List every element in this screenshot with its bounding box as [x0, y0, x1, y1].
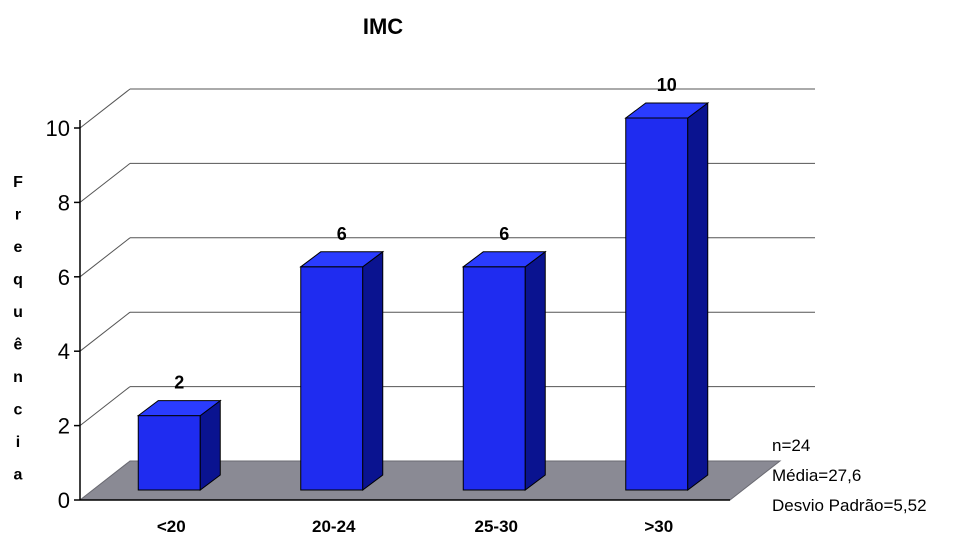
gridline-depth	[79, 386, 131, 426]
y-axis-label-letter: e	[14, 239, 23, 256]
bar-data-label: 6	[337, 224, 347, 244]
bar-data-label: 10	[657, 75, 677, 95]
y-tick-label: 10	[46, 116, 70, 141]
bar-1: 2	[136, 373, 222, 491]
bar-side	[687, 102, 709, 491]
gridline-depth	[79, 237, 131, 278]
bar-top	[624, 102, 710, 119]
x-tick-label: 20-24	[312, 517, 356, 536]
bar-front	[462, 266, 526, 491]
gridline-depth	[79, 311, 131, 352]
y-axis-label-letter: n	[13, 369, 23, 386]
bar-top	[299, 251, 385, 268]
y-axis-label-letter: i	[16, 434, 20, 451]
bar-2: 6	[299, 224, 385, 491]
y-axis-label-letter: c	[14, 402, 23, 419]
y-axis-label-letter: q	[13, 272, 23, 289]
stats-desvio: Desvio Padrão=5,52	[772, 496, 927, 515]
chart-title: IMC	[363, 14, 403, 39]
bar-top	[136, 400, 222, 417]
y-tick-label: 8	[58, 190, 70, 215]
y-axis-label-letter: a	[14, 467, 23, 484]
x-tick-labels: <20 20-24 25-30 >30	[157, 517, 673, 536]
y-axis-label-letter: r	[15, 207, 21, 224]
bar-front	[625, 117, 689, 491]
bar-side	[524, 250, 546, 491]
y-axis-label-letter: u	[13, 304, 23, 321]
gridline-depth	[79, 88, 131, 129]
stats-n: n=24	[772, 436, 810, 455]
y-tick-label: 4	[58, 339, 70, 364]
bar-top	[461, 251, 547, 268]
y-axis-label-letter: F	[13, 174, 23, 191]
bars: 2 6 6 10	[136, 75, 710, 491]
bar-side	[362, 250, 384, 491]
x-tick-label: 25-30	[475, 517, 518, 536]
bar-front	[137, 415, 201, 491]
y-axis-label-letter: ê	[14, 337, 23, 354]
bar-front	[300, 266, 364, 491]
bar-3: 6	[461, 224, 547, 491]
y-tick-label: 2	[58, 414, 70, 439]
stats-media: Média=27,6	[772, 466, 861, 485]
bar-data-label: 6	[499, 224, 509, 244]
gridline-depth	[79, 163, 131, 203]
bar-side	[199, 399, 221, 491]
x-tick-label: <20	[157, 517, 186, 536]
y-tick-labels: 0 2 4 6 8 10	[46, 116, 80, 513]
x-tick-label: >30	[644, 517, 673, 536]
bar-data-label: 2	[174, 373, 184, 393]
y-tick-label: 6	[58, 265, 70, 290]
bar-4: 10	[624, 75, 710, 491]
y-tick-label: 0	[58, 488, 70, 513]
